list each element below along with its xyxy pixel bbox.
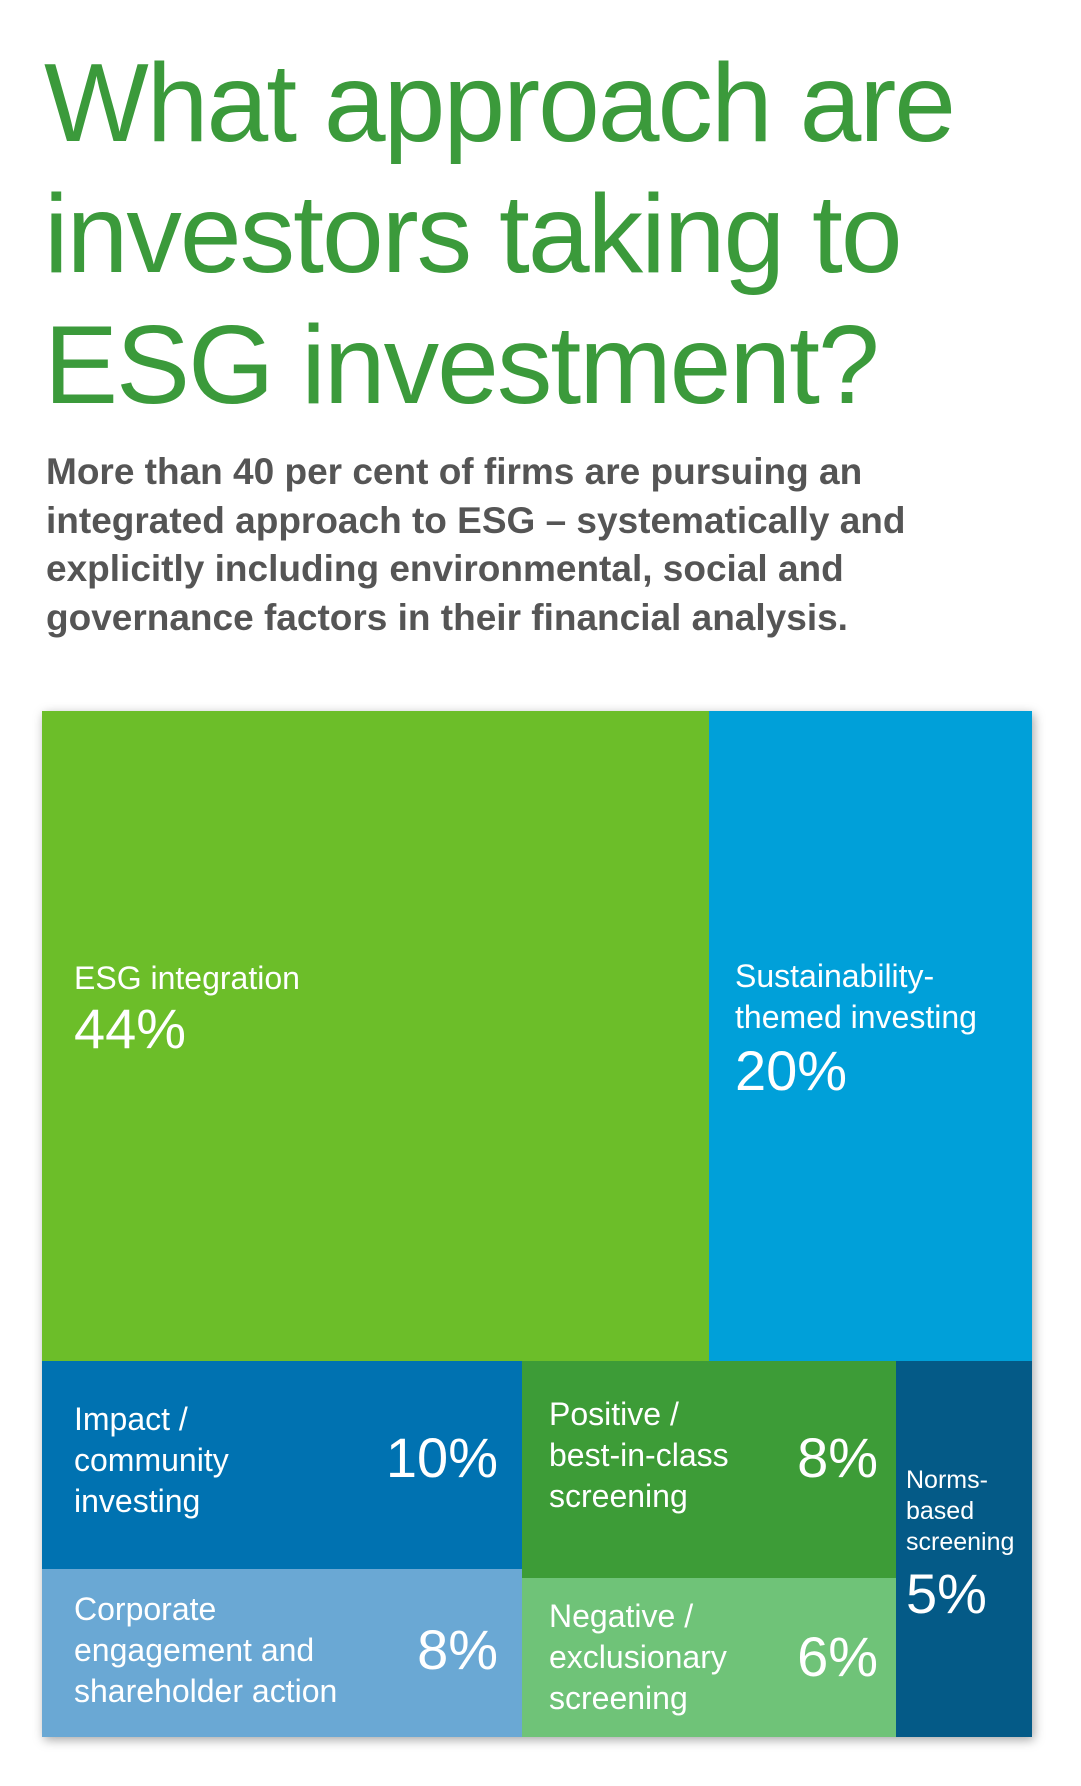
tile-label-line: Impact / [74, 1401, 188, 1437]
tile-value: 5% [906, 1562, 987, 1625]
treemap-tile-norms-based-screening: Norms-based screening 5% [896, 1361, 1032, 1737]
treemap-chart: ESG integration 44% Sustainability-themed … [42, 711, 1032, 1737]
tile-label-line: Norms- [906, 1466, 988, 1494]
tile-label-line: best-in-class [549, 1437, 729, 1473]
tile-label-line: ESG integration [74, 960, 300, 996]
title-line: investors taking to [44, 172, 903, 296]
tile-label-line: themed investing [735, 999, 977, 1035]
tile-label: Norms-based screening [906, 1465, 1014, 1558]
tile-label-line: Positive / [549, 1396, 679, 1432]
subtitle-line: explicitly including environmental, soci… [46, 548, 844, 589]
title-line: What approach are [44, 41, 956, 165]
treemap-tile-corporate-engagement-and-shareholder-action: Corporate engagement and shareholder actio… [42, 1569, 522, 1737]
tile-label-line: screening [549, 1478, 688, 1514]
title-line: ESG investment? [44, 303, 880, 427]
treemap-tile-esg-integration: ESG integration 44% [42, 711, 709, 1361]
tile-label-line: engagement and [74, 1632, 315, 1668]
treemap-tile-impact-community-investing: Impact / community investing 10% [42, 1361, 522, 1569]
tile-label-line: screening [549, 1680, 688, 1716]
treemap-tile-positive-best-in-class-screening: Positive / best-in-class screening 8% [522, 1361, 896, 1578]
subtitle-line: More than 40 per cent of firms are pursu… [46, 451, 863, 492]
chart-title: What approach are investors taking to ES… [44, 38, 1044, 431]
tile-value: 8% [797, 1426, 878, 1489]
tile-label: Positive / best-in-class screening [549, 1394, 729, 1517]
tile-label-line: exclusionary [549, 1639, 727, 1675]
tile-label-line: screening [906, 1528, 1015, 1556]
tile-label-line: Sustainability- [735, 958, 935, 994]
tile-label-line: community [74, 1442, 229, 1478]
subtitle-line: integrated approach to ESG – systematica… [46, 499, 906, 541]
chart-subtitle: More than 40 per cent of firms are pursu… [46, 448, 1056, 642]
tile-value: 20% [735, 1039, 848, 1102]
tile-value: 10% [385, 1426, 498, 1489]
tile-label: Negative / exclusionary screening [549, 1596, 727, 1719]
tile-label-line: based [906, 1497, 975, 1525]
tile-label-line: Negative / [549, 1598, 694, 1634]
treemap-tile-sustainability-themed-investing: Sustainability-themed investing 20% [709, 711, 1032, 1361]
tile-label: Corporate engagement and shareholder actio… [74, 1589, 337, 1712]
treemap-tile-negative-exclusionary-screening: Negative / exclusionary screening 6% [522, 1578, 896, 1737]
tile-label: Impact / community investing [74, 1399, 229, 1522]
tile-label: Sustainability-themed investing [735, 956, 977, 1038]
tile-value: 44% [74, 997, 187, 1060]
tile-label-line: Corporate [74, 1591, 217, 1627]
subtitle-line: governance factors in their financial an… [46, 596, 848, 638]
tile-label-line: shareholder action [74, 1673, 338, 1709]
tile-label: ESG integration [74, 958, 300, 999]
tile-value: 6% [797, 1625, 878, 1688]
tile-label-line: investing [74, 1483, 201, 1519]
tile-value: 8% [417, 1618, 498, 1681]
